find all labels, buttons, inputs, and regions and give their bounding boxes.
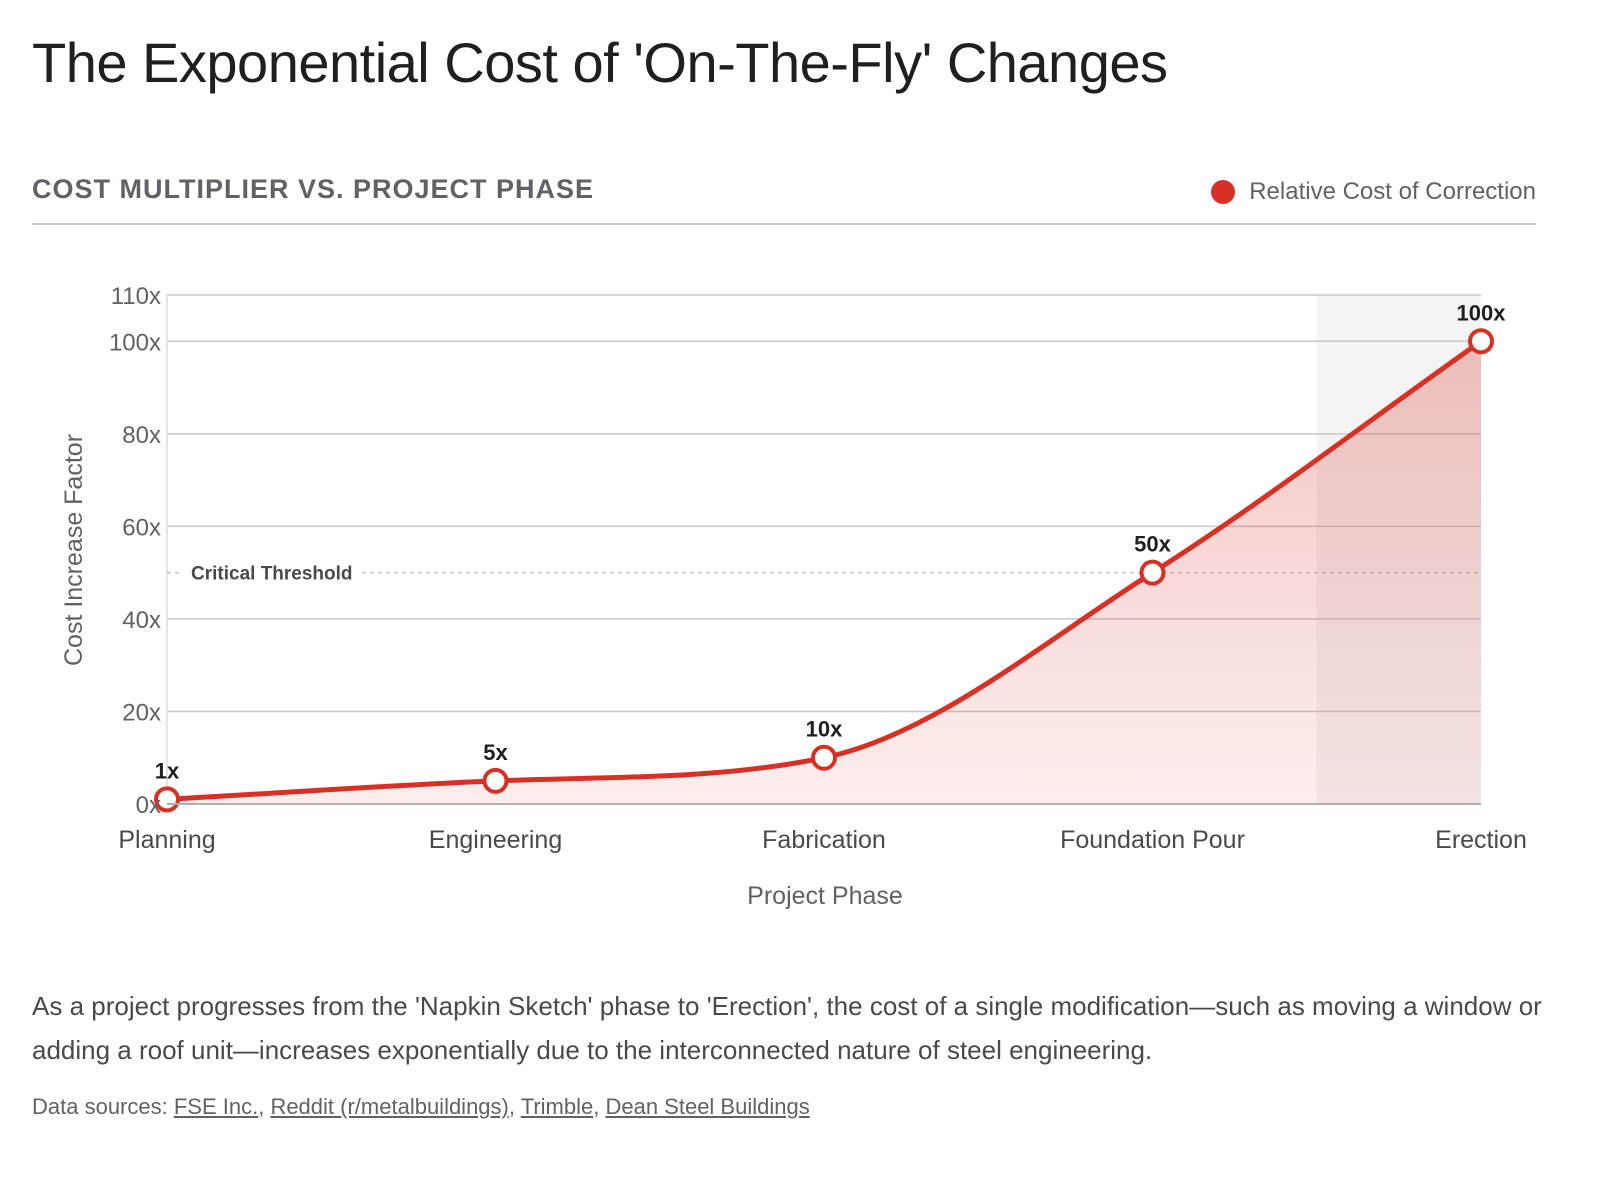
x-tick-label: Erection bbox=[1435, 826, 1527, 854]
data-label: 10x bbox=[806, 717, 843, 742]
y-tick-label: 0x bbox=[136, 792, 161, 819]
data-label: 50x bbox=[1134, 532, 1171, 557]
chart-subtitle: COST MULTIPLIER VS. PROJECT PHASE bbox=[32, 174, 595, 204]
threshold-label: Critical Threshold bbox=[191, 564, 353, 585]
x-axis-title: Project Phase bbox=[747, 882, 903, 910]
legend-label[interactable]: Relative Cost of Correction bbox=[1249, 178, 1536, 205]
y-tick-label: 110x bbox=[111, 283, 161, 310]
source-link-dean-steel[interactable]: Dean Steel Buildings bbox=[605, 1094, 810, 1119]
legend: Relative Cost of Correction bbox=[1211, 178, 1536, 206]
source-link-trimble[interactable]: Trimble bbox=[520, 1094, 594, 1119]
page-title: The Exponential Cost of 'On-The-Fly' Cha… bbox=[32, 31, 1168, 94]
data-label: 1x bbox=[155, 758, 180, 783]
y-tick-label: 60x bbox=[122, 514, 161, 541]
data-point bbox=[482, 767, 509, 794]
source-link-reddit[interactable]: Reddit (r/metalbuildings) bbox=[270, 1094, 509, 1119]
source-separator: , bbox=[258, 1094, 271, 1119]
data-label: 100x bbox=[1457, 300, 1507, 325]
x-tick-label: Planning bbox=[118, 826, 215, 854]
area-fill bbox=[167, 341, 1481, 804]
source-link-fse[interactable]: FSE Inc. bbox=[173, 1094, 259, 1119]
data-point bbox=[1468, 328, 1494, 355]
y-tick-label: 100x bbox=[109, 329, 161, 356]
y-tick-label: 20x bbox=[122, 699, 161, 726]
x-tick-label: Engineering bbox=[429, 826, 562, 854]
chart-description: As a project progresses from the 'Napkin… bbox=[32, 991, 1542, 1065]
data-sources: Data sources: FSE Inc., Reddit (r/metalb… bbox=[32, 1094, 810, 1120]
header-divider bbox=[32, 223, 1536, 225]
source-separator: , bbox=[593, 1094, 606, 1119]
line-chart: Critical Threshold 1x 5x 10x 50x 100x 0x 20x 4… bbox=[60, 283, 1527, 910]
data-point bbox=[811, 744, 837, 771]
y-tick-label: 40x bbox=[122, 607, 161, 634]
sources-label: Data sources: bbox=[32, 1094, 174, 1119]
data-point bbox=[1139, 559, 1166, 586]
legend-marker-icon bbox=[1211, 180, 1236, 204]
x-tick-label: Fabrication bbox=[762, 826, 886, 854]
y-axis-title: Cost Increase Factor bbox=[60, 434, 88, 666]
source-separator: , bbox=[508, 1094, 521, 1119]
y-tick-label: 80x bbox=[122, 422, 161, 449]
data-label: 5x bbox=[483, 740, 508, 765]
x-tick-label: Foundation Pour bbox=[1060, 826, 1245, 854]
